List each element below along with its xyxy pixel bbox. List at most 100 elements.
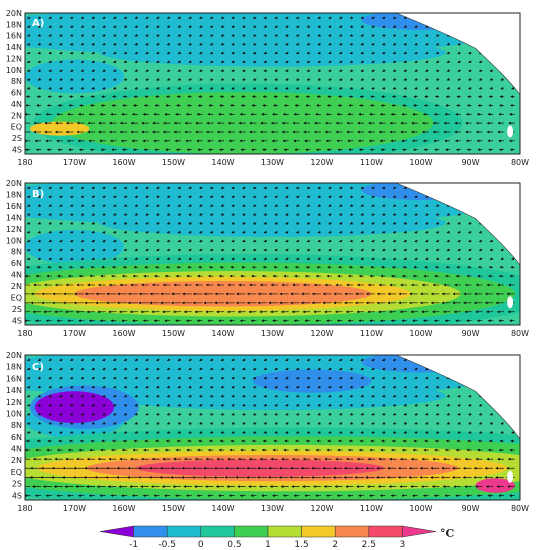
wind-vector: [371, 42, 375, 46]
wind-vector: [155, 86, 160, 90]
wind-vector: [59, 221, 63, 225]
wind-vector: [220, 16, 225, 20]
wind-vector: [26, 204, 31, 207]
wind-vector: [123, 25, 128, 28]
wind-vector: [349, 33, 354, 37]
wind-vector: [328, 69, 332, 72]
wind-vector: [306, 51, 311, 55]
wind-vector: [166, 25, 171, 28]
wind-vector: [425, 69, 429, 72]
wind-vector: [59, 195, 63, 198]
wind-vector: [177, 16, 182, 20]
wind-vector: [231, 33, 235, 37]
wind-vector: [112, 204, 117, 207]
wind-vector: [145, 204, 149, 207]
wind-vector: [155, 186, 160, 190]
wind-vector: [414, 221, 418, 225]
wind-vector: [134, 186, 139, 190]
wind-vector: [91, 204, 96, 207]
wind-vector: [274, 25, 278, 28]
wind-vector: [252, 42, 257, 46]
wind-vector: [231, 221, 235, 225]
wind-vector: [371, 25, 375, 28]
wind-vector: [112, 221, 117, 225]
lat-label: 2S: [12, 305, 22, 314]
wind-vector: [285, 186, 289, 190]
wind-vector: [446, 69, 451, 72]
wind-vector: [134, 25, 139, 28]
wind-vector: [177, 86, 182, 90]
lon-label: 140W: [211, 504, 234, 513]
wind-vector: [328, 213, 332, 216]
wind-vector: [80, 69, 85, 72]
wind-vector: [123, 195, 128, 198]
wind-vector: [446, 213, 451, 216]
wind-vector: [435, 42, 440, 46]
wind-vector: [349, 213, 354, 216]
wind-vector: [317, 186, 322, 190]
wind-vector: [252, 221, 257, 225]
lat-label: 4S: [12, 316, 22, 325]
wind-vector: [231, 195, 235, 198]
wind-vector: [134, 16, 139, 20]
wind-vector: [274, 42, 278, 46]
wind-vector: [349, 221, 354, 225]
wind-vector: [166, 60, 171, 64]
wind-vector: [199, 16, 203, 20]
wind-vector: [220, 195, 225, 198]
cool-spot: [25, 59, 124, 94]
lat-label: 8N: [11, 248, 22, 257]
wind-vector: [252, 195, 257, 198]
wind-vector: [435, 78, 440, 81]
colorbar-swatch: [200, 525, 235, 538]
wind-vector: [295, 42, 300, 46]
wind-vector: [274, 16, 278, 20]
wind-vector: [242, 33, 246, 37]
wind-vector: [392, 60, 397, 64]
wind-vector: [188, 51, 192, 55]
wind-vector: [80, 213, 85, 216]
wind-vector: [69, 213, 74, 216]
wind-vector: [112, 42, 117, 46]
colorbar-swatch: [402, 525, 437, 538]
wind-vector: [37, 25, 42, 28]
wind-vector: [112, 195, 117, 198]
wind-vector: [123, 16, 128, 20]
wind-vector: [231, 204, 235, 207]
wind-vector: [102, 16, 106, 20]
wind-vector: [199, 195, 203, 198]
wind-vector: [199, 186, 203, 190]
wind-vector: [263, 221, 268, 225]
wind-vector: [457, 42, 461, 46]
wind-vector: [371, 186, 375, 190]
wind-vector: [166, 213, 171, 216]
wind-vector: [91, 69, 96, 72]
wind-vector: [274, 60, 278, 64]
wind-vector: [478, 69, 483, 72]
wind-vector: [478, 86, 483, 90]
wind-vector: [102, 69, 106, 72]
wind-vector: [188, 186, 192, 190]
wind-vector: [338, 60, 343, 64]
wind-vector: [285, 25, 289, 28]
wind-vector: [317, 204, 322, 207]
wind-vector: [425, 51, 429, 55]
wind-vector: [37, 213, 42, 216]
wind-vector: [102, 204, 106, 207]
wind-vector: [112, 78, 117, 81]
wind-vector: [306, 33, 311, 37]
wind-vector: [338, 86, 343, 90]
wind-vector: [37, 86, 42, 90]
wind-vector: [500, 78, 504, 81]
lat-label: 14N: [6, 43, 22, 52]
wind-vector: [403, 86, 408, 90]
wind-vector: [381, 221, 386, 225]
lon-label: 80W: [511, 329, 529, 338]
wind-vector: [317, 42, 322, 46]
wind-vector: [231, 78, 235, 81]
wind-vector: [177, 42, 182, 46]
wind-vector: [69, 195, 74, 198]
panel-b-lon-labels: 180 170W 160W 150W 140W 130W 120W 110W 100W 90W 80…: [17, 329, 529, 338]
wind-vector: [37, 33, 42, 37]
